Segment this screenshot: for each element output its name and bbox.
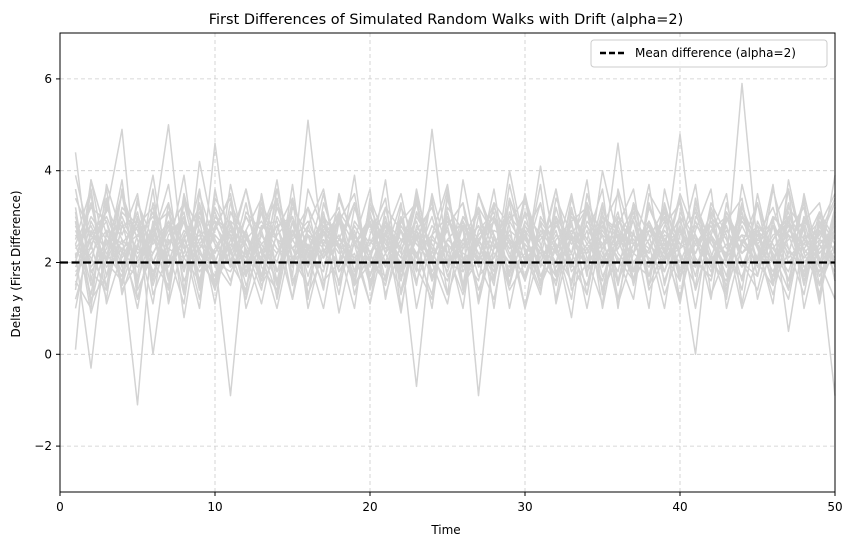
x-tick-label: 40 xyxy=(672,500,687,514)
legend-box xyxy=(590,39,828,68)
y-axis-label: Delta y (First Difference) xyxy=(9,190,23,337)
y-tick-label: 6 xyxy=(44,72,52,86)
y-tick-label: 2 xyxy=(44,256,52,270)
x-tick-label: 10 xyxy=(207,500,222,514)
legend: Mean difference (alpha=2) xyxy=(590,39,828,68)
x-tick-label: 0 xyxy=(56,500,64,514)
series-line-29 xyxy=(74,179,836,305)
series-line-30 xyxy=(74,188,836,310)
y-axis-ticks: −2 0 2 4 6 xyxy=(34,72,60,453)
x-tick-label: 30 xyxy=(517,500,532,514)
chart-title: First Differences of Simulated Random Wa… xyxy=(209,12,684,28)
y-tick-label: 4 xyxy=(44,164,52,178)
series-line-23 xyxy=(74,179,836,319)
x-tick-label: 20 xyxy=(362,500,377,514)
series-line-26 xyxy=(74,183,836,310)
x-axis-ticks: 0 10 20 30 40 50 xyxy=(56,492,843,514)
x-tick-label: 50 xyxy=(827,500,842,514)
x-axis-label: Time xyxy=(430,523,460,537)
series-group xyxy=(74,82,836,406)
y-tick-label: 0 xyxy=(44,347,52,361)
series-line-22 xyxy=(74,174,836,314)
y-tick-label: −2 xyxy=(34,439,52,453)
legend-label-mean: Mean difference (alpha=2) xyxy=(635,46,796,60)
series-line-28 xyxy=(75,183,836,310)
